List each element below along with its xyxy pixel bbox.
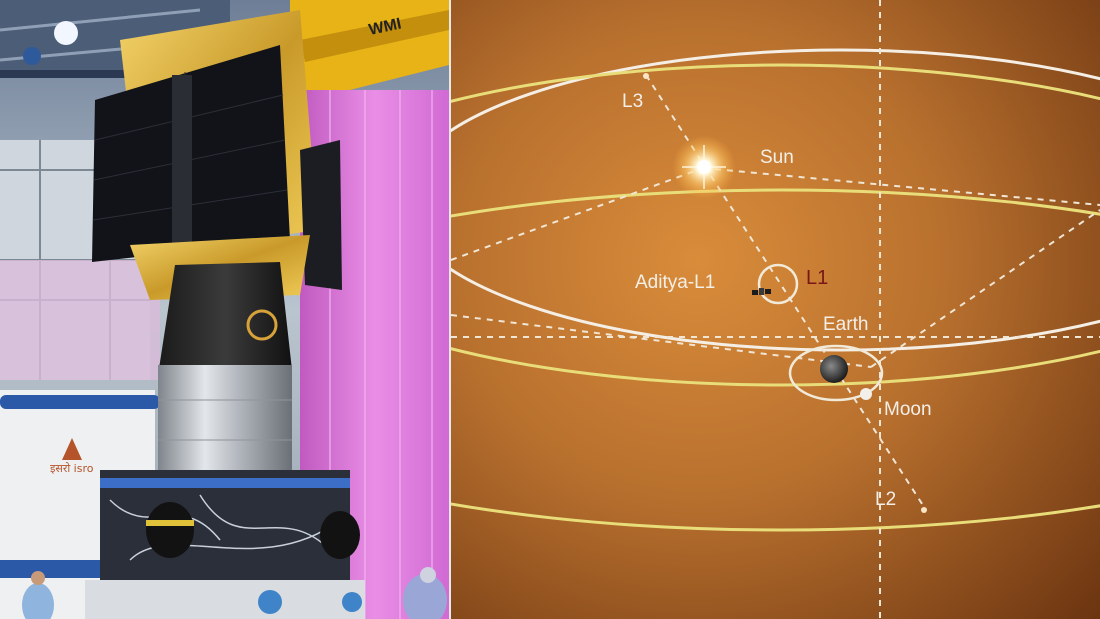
earth-icon (820, 355, 848, 383)
earth-label: Earth (823, 314, 868, 335)
spacecraft-photo: WMI (0, 0, 449, 619)
aditya-label: Aditya-L1 (635, 272, 715, 293)
l3-marker (643, 73, 649, 79)
svg-text:WMI: WMI (367, 15, 403, 38)
l2-orbit (451, 188, 1100, 532)
panel-divider (449, 0, 451, 619)
earth-orbit (451, 63, 1100, 387)
diagram-background (451, 0, 1100, 619)
l1-label: L1 (806, 267, 828, 289)
l2-label: L2 (875, 489, 896, 510)
lagrange-diagram: L3 Sun Aditya-L1 L1 Earth Moon L2 (451, 0, 1100, 619)
moon-orbit (788, 344, 884, 402)
sun-label: Sun (760, 147, 794, 168)
l2-marker (921, 507, 927, 513)
l1-halo-orbit (757, 263, 799, 305)
aditya-spacecraft-icon (752, 288, 771, 295)
moon-icon (860, 388, 872, 400)
outer-orbit (451, 48, 1100, 352)
isro-logo-text: इसरो isro (50, 462, 94, 475)
moon-label: Moon (884, 399, 932, 420)
l3-label: L3 (622, 91, 643, 112)
